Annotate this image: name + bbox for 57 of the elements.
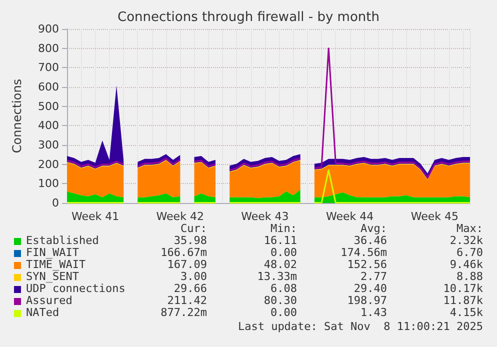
text: 9.46k (450, 258, 483, 271)
text: 13.33m (257, 270, 297, 283)
y-tick-label: 800 (38, 42, 59, 55)
text: 48.02 (264, 258, 297, 271)
text: 152.56 (347, 258, 387, 271)
text: 167.09 (167, 258, 207, 271)
text: 0.00 (270, 306, 297, 319)
text: 877.22m (160, 306, 207, 319)
text: 80.30 (264, 294, 297, 307)
text: 8.88 (456, 270, 483, 283)
text: 29.40 (354, 282, 387, 295)
y-tick-label: 500 (38, 100, 59, 113)
y-tick-label: 600 (38, 80, 59, 94)
text: 35.98 (174, 234, 207, 247)
text: 3.00 (180, 270, 207, 283)
text: 174.56m (340, 246, 387, 259)
y-tick-label: 700 (38, 61, 59, 74)
legend-label: SYN_SENT (26, 270, 79, 283)
legend-label: TIME_WAIT (26, 258, 86, 271)
text: Cur: (180, 222, 207, 235)
y-tick-label: 0 (52, 196, 59, 210)
legend-label: UDP connections (26, 282, 126, 295)
text: 0.00 (270, 246, 297, 259)
x-tick-label: Week 43 (241, 210, 289, 223)
text: 6.70 (456, 246, 483, 259)
chart-title: Connections through firewall - by month (118, 10, 380, 25)
text: Min: (270, 222, 297, 235)
text: 16.11 (264, 234, 297, 247)
legend-label: Established (26, 234, 99, 247)
y-tick-label: 400 (38, 119, 59, 132)
y-tick-label: 900 (38, 22, 59, 36)
text: 29.66 (174, 282, 207, 295)
legend-label: Assured (26, 294, 72, 307)
text: 1.43 (360, 306, 387, 319)
x-tick-label: Week 44 (326, 210, 374, 223)
text: Max: (456, 222, 483, 235)
text: 198.97 (347, 294, 387, 307)
text: Avg: (360, 222, 387, 235)
text: 36.46 (354, 234, 387, 247)
legend-label: NATed (26, 306, 60, 319)
legend-label: FIN_WAIT (26, 246, 79, 259)
text: 10.17k (443, 282, 483, 295)
text: 4.15k (450, 306, 483, 319)
text: 2.32k (450, 234, 483, 247)
y-tick-label: 100 (38, 177, 59, 190)
text: 2.77 (360, 270, 387, 283)
text: 11.87k (443, 294, 483, 307)
x-tick-label: Week 42 (156, 210, 204, 223)
text: 211.42 (167, 294, 207, 307)
x-tick-label: Week 45 (410, 210, 458, 223)
y-tick-label: 300 (38, 138, 59, 152)
y-tick-label: 200 (38, 158, 59, 171)
text: Last update: Sat Nov 8 11:00:21 2025 (238, 320, 483, 333)
x-tick-label: Week 41 (71, 210, 120, 223)
text: 6.08 (270, 282, 297, 295)
text: 166.67m (160, 246, 207, 259)
y-axis-title: Connections (10, 78, 24, 154)
